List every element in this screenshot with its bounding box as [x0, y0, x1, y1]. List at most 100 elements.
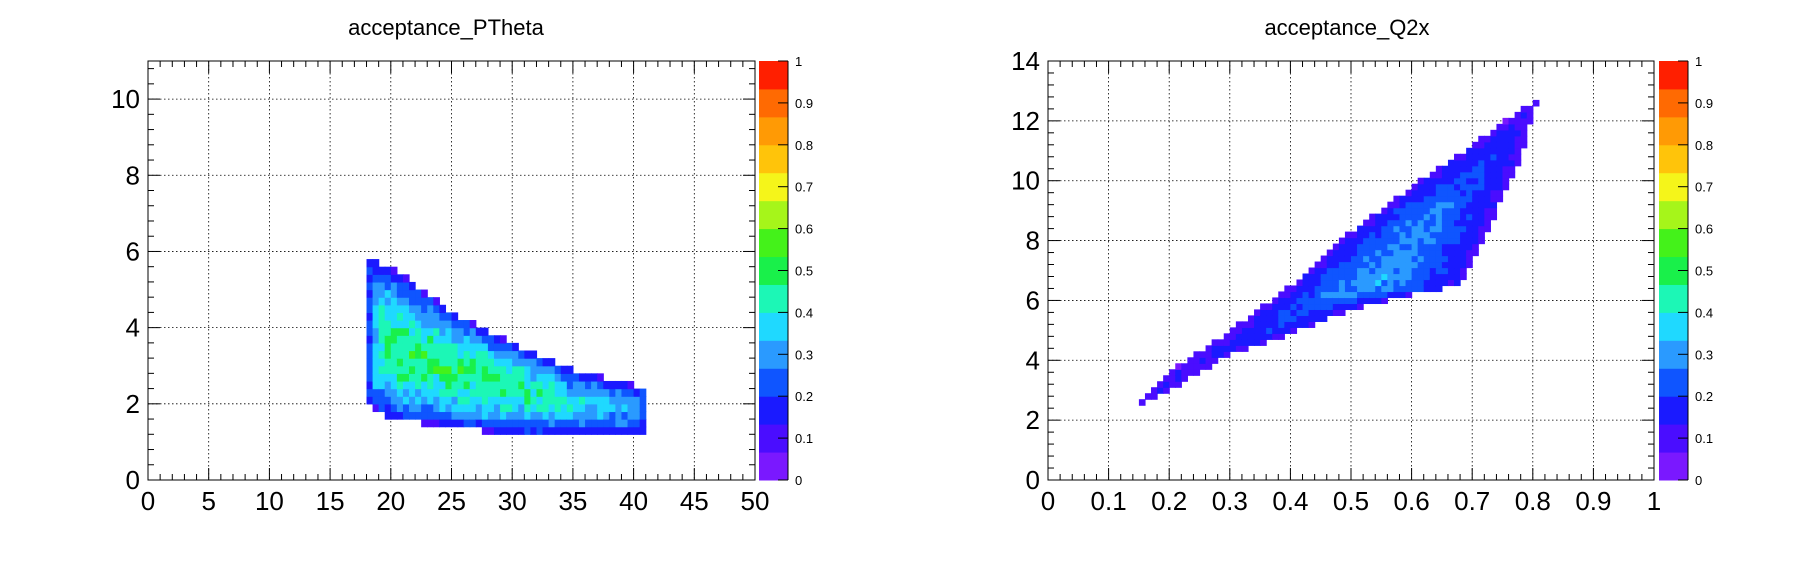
heatmap-cell [1332, 243, 1340, 251]
heatmap-cell [487, 350, 495, 359]
heatmap-cell [384, 411, 392, 420]
heatmap-cell [1338, 249, 1346, 257]
heatmap-cell [469, 365, 477, 374]
heatmap-cell [1381, 213, 1388, 221]
heatmap-cell [1326, 297, 1334, 305]
palette-tick-label: 0.1 [1695, 431, 1713, 446]
heatmap-cell [421, 419, 428, 428]
heatmap-cell [512, 396, 519, 405]
heatmap-cell [1235, 333, 1243, 340]
heatmap-cell [1466, 165, 1473, 173]
heatmap-cell [524, 419, 532, 428]
heatmap-cell [433, 342, 440, 352]
heatmap-cell [1363, 219, 1370, 227]
heatmap-cell [500, 342, 507, 352]
heatmap-cell [378, 327, 386, 336]
heatmap-cell [1490, 147, 1498, 155]
heatmap-cell [1375, 219, 1382, 227]
heatmap-cell [572, 403, 580, 413]
heatmap-cell [1351, 291, 1358, 299]
heatmap-cell [1284, 297, 1291, 305]
x-tick-label: 0.5 [1333, 486, 1369, 516]
heatmap-cell [409, 396, 416, 405]
heatmap-cell [1399, 231, 1407, 239]
heatmap-cell [402, 281, 410, 291]
heatmap-cell [390, 388, 398, 397]
heatmap-cell [572, 373, 580, 382]
heatmap-cell [1447, 279, 1455, 287]
heatmap-cell [409, 320, 416, 329]
heatmap-cell [1490, 183, 1498, 191]
heatmap-cell [1490, 201, 1498, 209]
heatmap-cell [591, 396, 598, 405]
heatmap-cell [1393, 213, 1401, 221]
heatmap-cell [1417, 279, 1425, 287]
heatmap-cell [1514, 111, 1522, 119]
heatmap-cell [378, 335, 386, 344]
heatmap-cell [390, 350, 398, 359]
heatmap-cell [457, 327, 465, 336]
heatmap-cell [1466, 177, 1473, 185]
heatmap-cell [1357, 243, 1364, 251]
heatmap-cell [578, 403, 586, 413]
heatmap-cell [1205, 345, 1213, 352]
heatmap-cell [463, 411, 471, 420]
heatmap-cell [1369, 231, 1376, 239]
heatmap-cell [1169, 369, 1176, 376]
heatmap-cell [396, 365, 404, 374]
heatmap-cell [1460, 237, 1467, 245]
heatmap-cell [390, 297, 398, 306]
heatmap-cell [1211, 339, 1219, 346]
heatmap-cell [1351, 267, 1358, 275]
heatmap-cell [548, 388, 556, 397]
heatmap-cell [1260, 321, 1267, 328]
heatmap-cell [1429, 273, 1437, 281]
heatmap-cell [469, 342, 477, 352]
heatmap-cell [451, 358, 459, 367]
heatmap-cell [566, 373, 574, 382]
heatmap-cell [451, 365, 459, 374]
heatmap-cell [1447, 249, 1455, 257]
heatmap-cell [1417, 195, 1425, 203]
heatmap-cell [1332, 285, 1340, 293]
heatmap-cell [433, 373, 440, 382]
heatmap-cell [1472, 141, 1479, 149]
heatmap-cell [396, 289, 404, 298]
heatmap-cell [1423, 225, 1431, 233]
heatmap-cell [1447, 261, 1455, 269]
heatmap-cell [1320, 273, 1328, 281]
heatmap-cell [500, 388, 507, 397]
heatmap-cell [1314, 291, 1322, 299]
heatmap-cell [1247, 327, 1255, 334]
heatmap-cell [372, 373, 380, 382]
heatmap-cells [366, 259, 647, 435]
palette-band [759, 312, 788, 341]
heatmap-cell [1357, 297, 1364, 305]
heatmap-cell [524, 380, 532, 390]
heatmap-cell [366, 304, 374, 313]
heatmap-cell [542, 358, 550, 367]
heatmap-cell [530, 358, 538, 367]
heatmap-cell [566, 403, 574, 413]
heatmap-cell [445, 403, 453, 413]
heatmap-cell [439, 365, 447, 374]
heatmap-cell [1478, 237, 1485, 245]
heatmap-cell [1344, 231, 1352, 239]
heatmap-cell [402, 312, 410, 321]
heatmap-cell [1472, 219, 1479, 227]
heatmap-cell [1435, 171, 1443, 179]
heatmap-cell [1338, 309, 1346, 316]
heatmap-cell [1472, 165, 1479, 173]
heatmap-cell [1490, 165, 1498, 173]
heatmap-cell [1454, 183, 1461, 191]
heatmap-cell [1423, 243, 1431, 251]
heatmap-cell [1344, 267, 1352, 275]
heatmap-cell [433, 320, 440, 329]
heatmap-cell [1344, 237, 1352, 245]
heatmap-cell [500, 335, 507, 344]
heatmap-cell [1478, 189, 1485, 197]
heatmap-cell [1175, 363, 1182, 370]
heatmap-cell [1260, 333, 1267, 340]
heatmap-cell [427, 297, 434, 306]
heatmap-cell [475, 388, 483, 397]
